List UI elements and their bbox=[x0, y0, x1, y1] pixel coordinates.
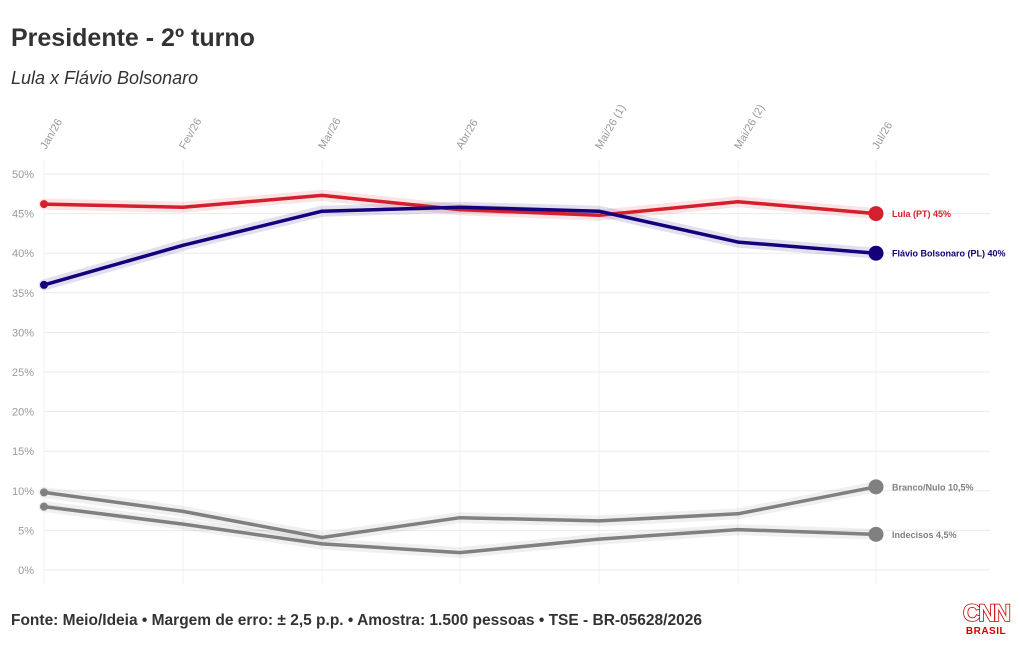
y-tick-label: 5% bbox=[18, 525, 34, 537]
x-tick-label: Abr/26 bbox=[454, 117, 481, 151]
x-axis-ticks: Jan/26 Fev/26 Mar/26 Abr/26 Mai/26 (1) Mai/26… bbox=[38, 103, 895, 152]
x-tick-label: Jan/26 bbox=[38, 117, 65, 152]
source-footer: Fonte: Meio/Ideia • Margem de erro: ± 2,… bbox=[11, 612, 702, 629]
series-end-label: Indecisos 4,5% bbox=[892, 530, 957, 540]
y-tick-label: 35% bbox=[12, 288, 34, 300]
cnn-brasil-logo: CNN BRASIL bbox=[958, 600, 1014, 642]
series-end-point bbox=[868, 479, 884, 495]
series-lines bbox=[42, 193, 878, 555]
series-line bbox=[42, 485, 878, 540]
series-end-labels: Lula (PT) 45% Flávio Bolsonaro (PL) 40% Br… bbox=[892, 209, 1006, 540]
x-tick-label: Mai/26 (1) bbox=[593, 103, 628, 152]
y-tick-label: 10% bbox=[12, 486, 34, 498]
y-tick-label: 45% bbox=[12, 209, 34, 221]
series-line bbox=[42, 193, 878, 217]
y-tick-label: 20% bbox=[12, 407, 34, 419]
x-tick-label: Fev/26 bbox=[177, 116, 204, 151]
series-start-point bbox=[40, 200, 48, 209]
x-tick-label: Jul/26 bbox=[870, 120, 895, 151]
y-tick-label: 40% bbox=[12, 248, 34, 260]
logo-main-text: CNN bbox=[962, 600, 1012, 627]
chart-subtitle: Lula x Flávio Bolsonaro bbox=[11, 68, 199, 88]
y-axis-ticks: 0% 5% 10% 15% 20% 25% 30% 35% 40% 45% 50% bbox=[12, 169, 34, 577]
x-tick-label: Mar/26 bbox=[316, 116, 344, 152]
series-points bbox=[40, 200, 884, 542]
y-tick-label: 25% bbox=[12, 367, 34, 379]
y-tick-label: 50% bbox=[12, 169, 34, 181]
chart-title: Presidente - 2º turno bbox=[11, 24, 255, 52]
series-start-point bbox=[40, 488, 48, 497]
y-tick-label: 0% bbox=[18, 565, 34, 577]
series-line bbox=[42, 504, 878, 555]
series-end-point bbox=[868, 245, 884, 261]
series-end-label: Branco/Nulo 10,5% bbox=[892, 482, 974, 492]
y-tick-label: 15% bbox=[12, 446, 34, 458]
x-tick-label: Mai/26 (2) bbox=[732, 103, 767, 152]
logo-sub-text: BRASIL bbox=[965, 626, 1007, 637]
series-end-label: Lula (PT) 45% bbox=[892, 209, 951, 219]
series-end-label: Flávio Bolsonaro (PL) 40% bbox=[892, 249, 1006, 259]
grid-lines bbox=[43, 160, 990, 584]
series-start-point bbox=[40, 280, 48, 289]
series-start-point bbox=[40, 502, 48, 511]
series-end-point bbox=[868, 206, 884, 222]
series-line bbox=[42, 205, 878, 287]
y-tick-label: 30% bbox=[12, 327, 34, 339]
series-end-point bbox=[868, 526, 884, 542]
